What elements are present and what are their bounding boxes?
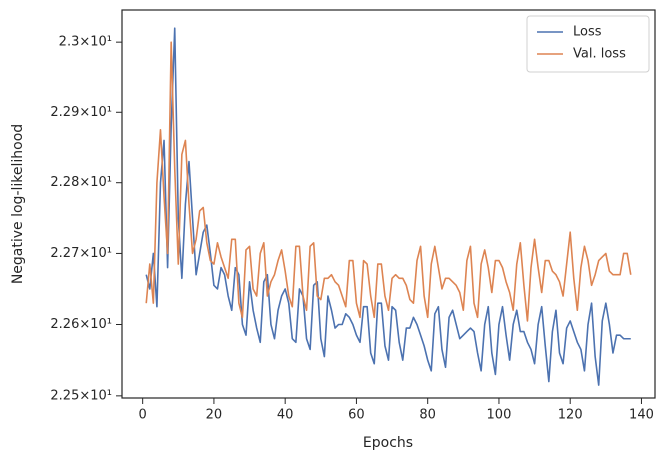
y-tick-label: 2.29×10¹	[50, 105, 112, 120]
series-line	[145, 41, 632, 322]
series-line	[145, 27, 631, 386]
x-tick-label: 40	[277, 408, 294, 423]
legend-box	[526, 15, 650, 73]
x-tick-label: 120	[558, 408, 583, 423]
legend-label: Loss	[573, 25, 602, 40]
y-tick-label: 2.3×10¹	[59, 35, 112, 50]
x-tick-label: 140	[629, 408, 654, 423]
y-tick-label: 2.25×10¹	[50, 388, 112, 403]
y-tick-label: 2.28×10¹	[50, 175, 112, 190]
x-tick-label: 100	[487, 408, 512, 423]
x-tick-label: 80	[419, 408, 436, 423]
x-tick-label: 0	[139, 408, 147, 423]
y-axis-label: Negative log-likelihood	[10, 124, 26, 284]
x-tick-label: 60	[348, 408, 365, 423]
plot-frame	[121, 9, 656, 399]
y-tick-label: 2.26×10¹	[50, 317, 112, 332]
x-tick-label: 20	[206, 408, 223, 423]
legend-label: Val. loss	[573, 47, 626, 62]
x-axis-label: Epochs	[363, 435, 413, 451]
y-tick-label: 2.27×10¹	[50, 246, 112, 261]
